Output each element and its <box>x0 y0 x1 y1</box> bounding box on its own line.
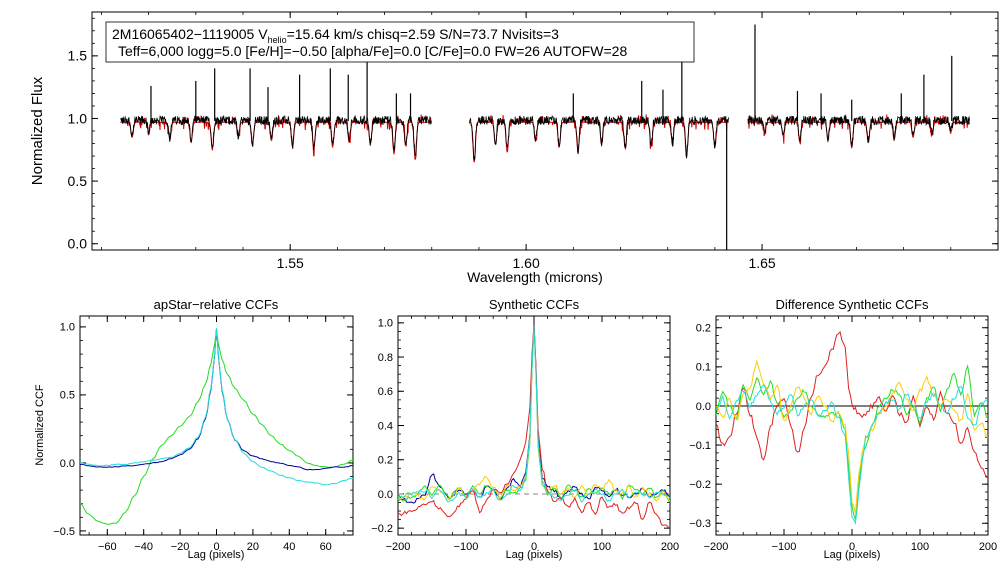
synthetic-ccf-ytick-label: 0.6 <box>378 386 393 398</box>
apstar-ccf-panel: apStar−relative CCFs −60 −40 −20 0 20 40 60 −0.… <box>34 297 354 561</box>
spectrum-info-box <box>105 21 695 63</box>
difference-ccf-series-group <box>716 330 988 525</box>
synthetic-ccf-series-combined <box>398 321 670 504</box>
synthetic-ccf-ytick-label: −0.2 <box>371 523 393 535</box>
difference-ccf-ytick-label: 0.1 <box>696 362 711 374</box>
difference-ccf-ytick-label: −0.3 <box>689 518 711 530</box>
difference-ccf-ytick-label: −0.2 <box>689 479 711 491</box>
apstar-ccf-ytick-label: −0.5 <box>53 526 75 538</box>
synthetic-ccf-ytick-label: 0.4 <box>378 420 393 432</box>
spectrum-observed-segment <box>469 114 730 161</box>
synthetic-ccf-xtick-label: 0 <box>531 541 537 553</box>
spectrum-observed-segment <box>747 114 970 148</box>
synthetic-ccf-ytick-label: 0.8 <box>378 352 393 364</box>
synthetic-ccf-xtick-label: 100 <box>593 541 611 553</box>
difference-ccf-xtick-label: −100 <box>772 541 797 553</box>
apstar-ccf-xtick-label: 40 <box>283 541 295 553</box>
spectrum-ytick-label: 1.0 <box>68 110 88 126</box>
apstar-ccf-ytick-label: 1.0 <box>60 322 75 334</box>
spectrum-title-line2: Teff=6,000 logg=5.0 [Fe/H]=−0.50 [alpha/… <box>118 43 627 59</box>
difference-ccf-xtick-label: 0 <box>849 541 855 553</box>
apstar-ccf-title: apStar−relative CCFs <box>154 297 279 312</box>
synthetic-ccf-xtick-label: −100 <box>454 541 479 553</box>
spectrum-y-ticks: 1.55 1.60 1.65 0.0 0.5 1.0 1.5 <box>68 12 998 271</box>
spectrum-x-axis-label: Wavelength (microns) <box>467 269 603 285</box>
apstar-ccf-xtick-label: −20 <box>171 541 190 553</box>
apstar-ccf-frame <box>79 315 354 536</box>
spectrum-ytick-label: 0.0 <box>68 236 88 252</box>
apstar-ccf-xtick-label: 20 <box>247 541 259 553</box>
synthetic-ccf-series-visit-3 <box>398 323 670 529</box>
apstar-ccf-xtick-label: 0 <box>213 541 219 553</box>
difference-ccf-series-visit-3 <box>716 359 988 514</box>
synthetic-ccf-series-group <box>398 321 670 529</box>
apstar-ccf-series-visit-2 <box>80 328 353 471</box>
difference-ccf-series-visit-4 <box>716 384 988 525</box>
synthetic-ccf-xtick-label: 200 <box>661 541 679 553</box>
synthetic-ccf-ytick-label: 1.0 <box>378 318 393 330</box>
difference-ccf-ytick-label: 0.0 <box>696 401 711 413</box>
synthetic-ccf-x-axis-label: Lag (pixels) <box>506 549 563 561</box>
difference-ccf-ytick-label: 0.2 <box>696 323 711 335</box>
difference-ccf-xtick-label: −200 <box>704 541 729 553</box>
spectrum-title-line1: 2M16065402−1119005 Vhelio=15.64 km/s chi… <box>112 26 559 45</box>
apstar-ccf-series-group <box>80 328 353 525</box>
synthetic-ccf-panel: Synthetic CCFs −200 −100 0 100 200 −0.2 0.0 0.2… <box>371 297 679 561</box>
spectrum-xtick-label: 1.55 <box>277 255 304 271</box>
difference-ccf-ytick-label: −0.1 <box>689 440 711 452</box>
spectrum-xtick-label: 1.60 <box>513 255 540 271</box>
synthetic-ccf-series-visit-1 <box>398 326 670 503</box>
synthetic-ccf-title: Synthetic CCFs <box>489 297 580 312</box>
apstar-ccf-ytick-label: 0.0 <box>60 458 75 470</box>
difference-ccf-panel: Difference Synthetic CCFs −200 −100 0 100 20… <box>689 297 997 561</box>
difference-ccf-series-visit-1 <box>716 330 988 479</box>
spectrum-series-group <box>120 24 970 250</box>
apstar-ccf-series-visit-1 <box>80 329 353 525</box>
difference-ccf-ticks: −200 −100 0 100 200 −0.3 −0.2 −0.1 0.0 0.1 0.2 <box>689 316 997 553</box>
synthetic-ccf-ytick-label: 0.0 <box>378 489 393 501</box>
apstar-ccf-ytick-label: 0.5 <box>60 390 75 402</box>
difference-ccf-xtick-label: 200 <box>979 541 997 553</box>
apstar-ccf-xtick-label: 60 <box>320 541 332 553</box>
spectrum-observed-segment <box>120 114 432 156</box>
synthetic-ccf-series-visit-2 <box>398 324 670 502</box>
spectrum-ytick-label: 0.5 <box>68 173 88 189</box>
synthetic-ccf-series-visit-4 <box>398 326 670 503</box>
synthetic-ccf-ytick-label: 0.2 <box>378 455 393 467</box>
apstar-ccf-x-axis-label: Lag (pixels) <box>188 549 245 561</box>
spectrum-y-axis-label: Normalized Flux <box>29 76 46 185</box>
apstar-ccf-xtick-label: −60 <box>98 541 117 553</box>
synthetic-ccf-ticks: −200 −100 0 100 200 −0.2 0.0 0.2 0.4 0.6 0.8 1.0 <box>371 316 679 553</box>
difference-ccf-title: Difference Synthetic CCFs <box>776 297 929 312</box>
synthetic-ccf-frame <box>397 315 671 536</box>
difference-ccf-xtick-label: 100 <box>911 541 929 553</box>
apstar-ccf-ticks: −60 −40 −20 0 20 40 60 −0.5 0.0 0.5 1.0 <box>53 316 353 553</box>
difference-ccf-series-visit-2 <box>716 364 988 520</box>
apstar-ccf-series-visit-3 <box>80 328 353 486</box>
spectrum-panel: 1.55 1.60 1.65 0.0 0.5 1.0 1.5 2M16065402−1119… <box>29 11 999 285</box>
apstar-ccf-xtick-label: −40 <box>134 541 153 553</box>
difference-ccf-x-axis-label: Lag (pixels) <box>824 549 881 561</box>
apstar-ccf-y-axis-label: Normalized CCF <box>34 384 46 466</box>
synthetic-ccf-xtick-label: −200 <box>386 541 411 553</box>
spectrum-ytick-label: 1.5 <box>68 48 88 64</box>
spectrum-xtick-label: 1.65 <box>748 255 775 271</box>
